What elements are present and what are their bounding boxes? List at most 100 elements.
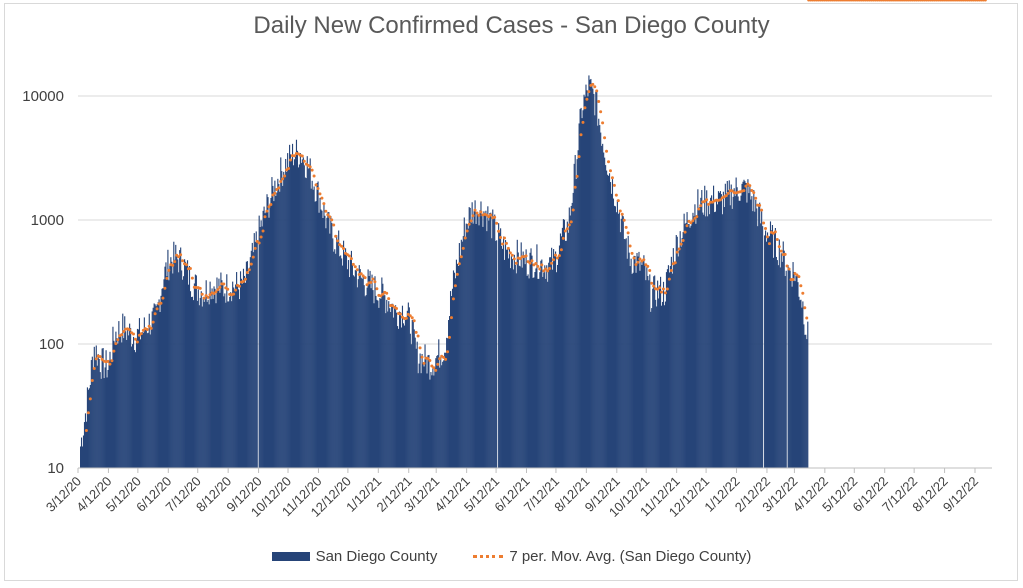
bar [595, 91, 597, 468]
bar [400, 327, 403, 468]
bar [730, 184, 732, 468]
bar [219, 292, 221, 468]
bar [311, 180, 313, 468]
moving-average-point [436, 362, 440, 366]
moving-average-point [638, 257, 642, 261]
bar [225, 302, 227, 468]
bar [527, 274, 529, 468]
bar [183, 276, 185, 468]
moving-average-point [375, 287, 379, 291]
bar [425, 357, 427, 468]
bar [322, 217, 324, 468]
moving-average-point [669, 268, 673, 272]
bar [515, 273, 517, 468]
moving-average-point [463, 236, 467, 240]
bar [374, 276, 376, 468]
bar [403, 325, 405, 468]
bar [592, 88, 594, 469]
bar [568, 207, 570, 468]
bar [473, 211, 475, 468]
bar [164, 266, 166, 468]
moving-average-point [695, 215, 699, 219]
bar [154, 304, 156, 468]
bar [750, 199, 752, 469]
bar [526, 275, 528, 468]
bar [793, 271, 795, 468]
bar [244, 282, 247, 468]
moving-average-point [501, 242, 505, 246]
bar [285, 158, 287, 468]
bar [699, 206, 701, 468]
bar [766, 232, 769, 468]
bar [350, 250, 352, 468]
bar [658, 298, 660, 468]
moving-average-point [200, 292, 204, 296]
bar [476, 212, 478, 468]
bar [397, 328, 400, 468]
bar [115, 331, 117, 468]
bar [706, 190, 708, 468]
bar [226, 274, 228, 468]
bar [410, 344, 412, 468]
bar [451, 288, 454, 468]
bar [697, 189, 699, 468]
bar [611, 177, 614, 468]
moving-average-point [108, 362, 112, 366]
bar [462, 236, 464, 468]
bar [468, 207, 470, 468]
moving-average-point [173, 260, 177, 264]
bar [321, 210, 323, 468]
bar [586, 90, 588, 468]
bar [650, 311, 652, 468]
bar [448, 320, 450, 468]
bar [749, 184, 751, 468]
bar [137, 329, 140, 468]
bar [162, 287, 164, 468]
bar [195, 275, 197, 468]
bar [220, 272, 222, 468]
bar [469, 207, 471, 468]
moving-average-point [689, 221, 693, 225]
bar [723, 207, 725, 468]
moving-average-point [381, 292, 385, 296]
moving-average-point [718, 198, 722, 202]
moving-average-point [648, 269, 652, 273]
bar [323, 204, 325, 468]
bar [289, 144, 291, 469]
bar [254, 241, 256, 468]
moving-average-point [128, 328, 132, 332]
bar [408, 307, 410, 468]
moving-average-point [112, 349, 116, 353]
moving-average-point [652, 284, 656, 288]
moving-average-point [764, 226, 768, 230]
bar [551, 247, 553, 468]
bar [657, 280, 659, 468]
bar [801, 307, 803, 468]
moving-average-point [636, 260, 640, 264]
bar [720, 194, 722, 468]
bar [760, 223, 762, 468]
moving-average-point [283, 174, 287, 178]
moving-average-point [444, 357, 448, 361]
bar [116, 338, 118, 468]
bar [267, 197, 269, 468]
bar [583, 94, 585, 469]
bar [141, 332, 143, 468]
bar [520, 242, 522, 468]
bar [704, 185, 706, 468]
moving-average-point [650, 281, 654, 285]
bar [498, 223, 500, 468]
bar [618, 212, 620, 468]
moving-average-point [683, 230, 687, 234]
moving-average-point [603, 136, 607, 140]
bar [647, 275, 649, 468]
bar [472, 223, 474, 468]
bar [502, 248, 504, 468]
bar [712, 202, 714, 468]
bar [384, 295, 386, 468]
bar [727, 190, 729, 468]
bar [634, 256, 636, 468]
bar [174, 259, 176, 468]
moving-average-point [190, 276, 194, 280]
